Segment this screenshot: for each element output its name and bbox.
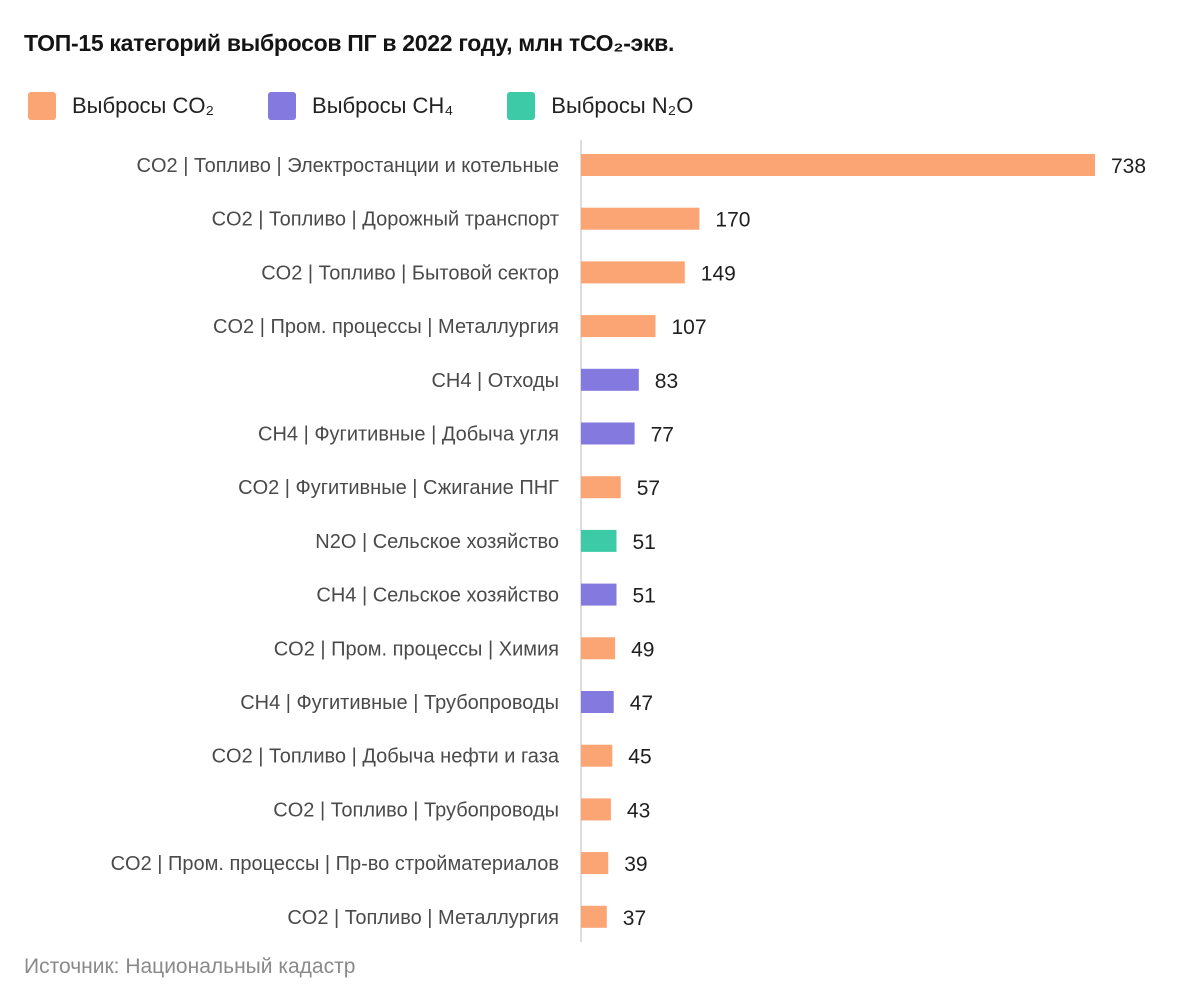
bar-7: [581, 476, 621, 499]
bar-3: [581, 261, 685, 284]
bar-4: [581, 315, 656, 338]
category-label-2: CO2 | Топливо | Дорожный транспорт: [212, 209, 559, 231]
value-label-10: 49: [631, 638, 654, 661]
category-label-8: N2O | Сельское хозяйство: [315, 531, 559, 553]
category-label-11: CH4 | Фугитивные | Трубопроводы: [240, 692, 559, 714]
legend-item-n2o: Выбросы N₂O: [507, 92, 693, 120]
bar-9: [581, 583, 617, 606]
chart-title: ТОП-15 категорий выбросов ПГ в 2022 году…: [24, 30, 675, 56]
value-label-3: 149: [701, 262, 736, 285]
bar-6: [581, 422, 635, 445]
bar-5: [581, 368, 639, 391]
legend-item-ch4: Выбросы CH₄: [268, 92, 453, 120]
value-label-6: 77: [651, 424, 674, 447]
category-label-9: CH4 | Сельское хозяйство: [316, 585, 559, 607]
bar-12: [581, 744, 613, 767]
legend-swatch-ch4: [268, 92, 297, 120]
legend-label-n2o: Выбросы N₂O: [551, 93, 694, 118]
bar-8: [581, 529, 617, 552]
bar-2: [581, 207, 700, 230]
bar-15: [581, 905, 607, 928]
category-label-10: CO2 | Пром. процессы | Химия: [274, 638, 559, 660]
legend-item-co2: Выбросы CO₂: [28, 92, 214, 120]
category-label-3: CO2 | Топливо | Бытовой сектор: [261, 262, 559, 284]
legend-swatch-n2o: [507, 92, 536, 120]
category-label-7: CO2 | Фугитивные | Сжигание ПНГ: [238, 477, 559, 499]
value-label-14: 39: [624, 853, 647, 876]
category-label-1: CO2 | Топливо | Электростанции и котельн…: [137, 155, 559, 177]
category-label-13: CO2 | Топливо | Трубопроводы: [273, 799, 559, 821]
category-label-14: CO2 | Пром. процессы | Пр-во стройматери…: [111, 853, 559, 875]
legend-label-ch4: Выбросы CH₄: [312, 93, 454, 118]
category-label-15: CO2 | Топливо | Металлургия: [287, 907, 559, 929]
value-label-1: 738: [1111, 155, 1146, 178]
value-label-11: 47: [630, 692, 653, 715]
bar-11: [581, 691, 614, 713]
legend-label-co2: Выбросы CO₂: [72, 93, 215, 118]
value-label-12: 45: [628, 746, 651, 769]
value-label-2: 170: [715, 209, 750, 232]
category-label-12: CO2 | Топливо | Добыча нефти и газа: [212, 746, 560, 768]
bar-1: [581, 154, 1095, 176]
category-label-6: CH4 | Фугитивные | Добыча угля: [258, 424, 559, 446]
value-label-5: 83: [655, 370, 678, 393]
category-label-4: CO2 | Пром. процессы | Металлургия: [213, 316, 559, 338]
legend-swatch-co2: [28, 92, 56, 120]
bar-10: [581, 637, 616, 660]
value-label-7: 57: [637, 477, 660, 500]
value-label-9: 51: [633, 585, 656, 608]
value-label-13: 43: [627, 799, 650, 822]
bar-14: [581, 852, 609, 875]
value-label-4: 107: [672, 316, 707, 339]
bar-13: [581, 798, 611, 821]
value-label-15: 37: [623, 907, 646, 930]
value-label-8: 51: [633, 531, 656, 554]
chart-legend: Выбросы CO₂ Выбросы CH₄ Выбросы N₂O: [28, 88, 747, 124]
category-label-5: CH4 | Отходы: [431, 370, 559, 392]
source-note: Источник: Национальный кадастр: [24, 955, 356, 978]
